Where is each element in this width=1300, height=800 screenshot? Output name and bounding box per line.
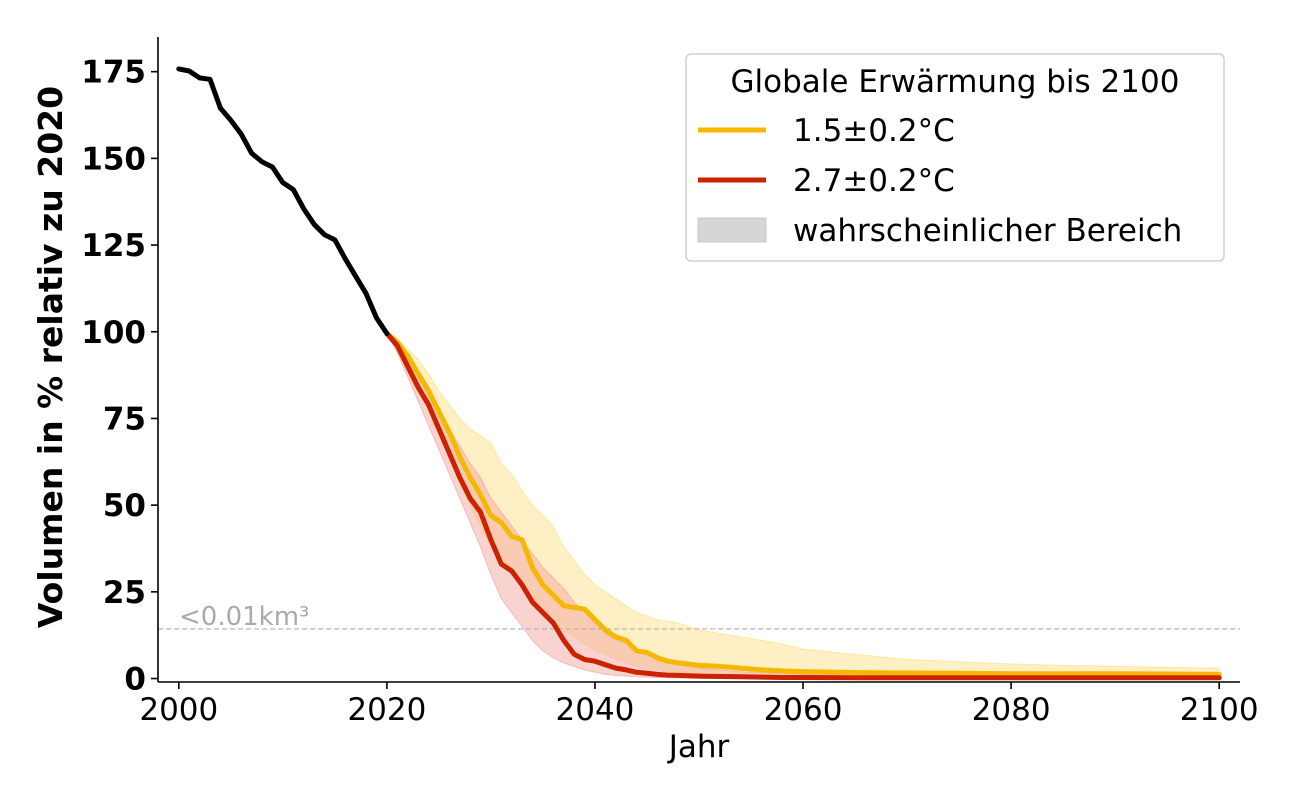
series-line-2-7 — [384, 331, 1222, 681]
legend-label-2-7: 2.7±0.2°C — [793, 163, 955, 199]
legend-label-1-5: 1.5±0.2°C — [793, 113, 955, 149]
legend: Globale Erwärmung bis 2100 1.5±0.2°C 2.7… — [685, 53, 1225, 262]
legend-swatch-range — [697, 217, 767, 243]
x-ticks: 2000 2020 2040 2060 2080 2100 — [139, 682, 1259, 728]
legend-title: Globale Erwärmung bis 2100 — [731, 64, 1180, 100]
uncertainty-bands — [386, 333, 1220, 679]
threshold-annotation: <0.01km³ — [179, 602, 309, 632]
axes: 0 25 50 75 100 125 150 175 2000 2020 2040 2060 2080… — [81, 37, 1259, 728]
y-tick-label: 25 — [103, 575, 146, 611]
y-axis-label: Volumen in % relativ zu 2020 — [31, 86, 70, 628]
x-tick-label: 2040 — [556, 692, 635, 728]
x-tick-label: 2000 — [139, 692, 218, 728]
x-tick-label: 2060 — [764, 692, 843, 728]
y-tick-label: 125 — [81, 228, 146, 264]
legend-box — [685, 53, 1225, 262]
series-lines — [176, 66, 1222, 681]
y-tick-label: 150 — [81, 141, 146, 177]
y-tick-label: 100 — [81, 315, 146, 351]
band-1-5 — [386, 333, 1220, 678]
x-tick-label: 2080 — [972, 692, 1051, 728]
series-line-1-5 — [384, 331, 1222, 677]
historical-line — [176, 66, 390, 336]
y-tick-label: 75 — [103, 401, 146, 437]
y-tick-label: 175 — [81, 55, 146, 91]
legend-label-range: wahrscheinlicher Bereich — [793, 213, 1182, 249]
x-tick-label: 2100 — [1180, 692, 1259, 728]
x-axis-label: Jahr — [667, 729, 730, 765]
x-tick-label: 2020 — [347, 692, 426, 728]
y-ticks: 0 25 50 75 100 125 150 175 — [81, 55, 158, 698]
y-tick-label: 0 — [124, 662, 146, 698]
y-tick-label: 50 — [103, 488, 146, 524]
